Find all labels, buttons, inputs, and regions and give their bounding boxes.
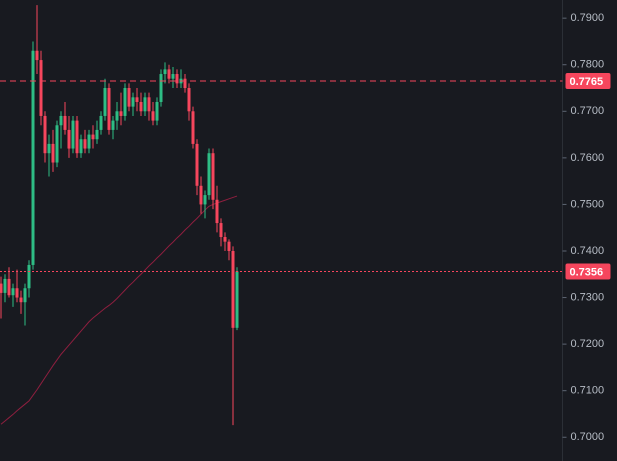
candle-body <box>35 50 39 61</box>
candle-body <box>83 139 87 149</box>
y-tick-label: 0.7700 <box>571 105 605 117</box>
price-tag <box>565 263 611 280</box>
price-tag-label: 0.7765 <box>570 76 604 88</box>
candle-body <box>107 88 111 130</box>
candle-body <box>27 264 31 289</box>
candle-body <box>115 111 119 121</box>
candle-body <box>143 97 147 112</box>
candle-body <box>203 195 207 205</box>
candle-body <box>3 278 7 293</box>
candle-body <box>219 223 223 238</box>
candle-body <box>91 134 95 140</box>
y-tick-label: 0.7500 <box>571 198 605 210</box>
candle-body <box>123 88 127 116</box>
candle-body <box>171 74 175 79</box>
candle-body <box>67 129 71 149</box>
candle-body <box>59 115 63 126</box>
candle-body <box>39 60 43 116</box>
candle-body <box>131 97 135 107</box>
candle-body <box>75 120 79 154</box>
candle-body <box>227 241 231 251</box>
candle-body <box>11 288 15 296</box>
candle-body <box>7 278 11 296</box>
candle-body <box>31 50 35 265</box>
candle-body <box>211 153 215 200</box>
candle-body <box>167 69 171 79</box>
candle-body <box>47 143 51 154</box>
candle-body <box>99 115 103 130</box>
candle-body <box>159 74 163 102</box>
candle-body <box>71 120 75 149</box>
candle-body <box>183 78 187 89</box>
y-tick-label: 0.7000 <box>571 431 605 443</box>
candle-body <box>215 199 219 224</box>
candle-body <box>175 74 179 84</box>
moving-average-line <box>0 195 238 425</box>
y-tick-label: 0.7600 <box>571 152 605 164</box>
candle-body <box>127 88 131 107</box>
candle-body <box>163 69 167 75</box>
y-tick-label: 0.7900 <box>571 12 605 24</box>
candle-body <box>87 134 91 149</box>
candle-body <box>195 143 199 186</box>
candle-body <box>135 97 139 102</box>
candle-body <box>187 88 191 112</box>
candle-body <box>111 120 115 130</box>
candle-body <box>103 88 107 116</box>
candle-body <box>191 111 195 144</box>
candle-body <box>19 297 23 303</box>
y-tick-label: 0.7300 <box>571 291 605 303</box>
candle-body <box>0 283 3 293</box>
candle-body <box>43 115 47 154</box>
candle-body <box>155 101 159 121</box>
candle-body <box>55 125 59 163</box>
candle-body <box>79 139 83 154</box>
candle-body <box>223 237 227 242</box>
price-tag <box>565 73 611 90</box>
candle-body <box>199 185 203 205</box>
candle-body <box>63 115 67 130</box>
y-tick-label: 0.7100 <box>571 385 605 397</box>
candle-body <box>139 101 143 112</box>
candle-body <box>235 271 239 328</box>
candle-body <box>231 250 235 328</box>
candle-body <box>23 288 27 303</box>
price-tag-label: 0.7356 <box>570 266 604 278</box>
candle-body <box>207 153 211 196</box>
y-tick-label: 0.7800 <box>571 59 605 71</box>
candle-body <box>15 288 19 298</box>
candle-body <box>119 111 123 116</box>
candle-body <box>51 143 55 163</box>
candle-body <box>95 129 99 140</box>
y-tick-label: 0.7200 <box>571 338 605 350</box>
y-tick-label: 0.7400 <box>571 245 605 257</box>
candle-body <box>151 111 155 121</box>
candle-body <box>147 97 151 112</box>
